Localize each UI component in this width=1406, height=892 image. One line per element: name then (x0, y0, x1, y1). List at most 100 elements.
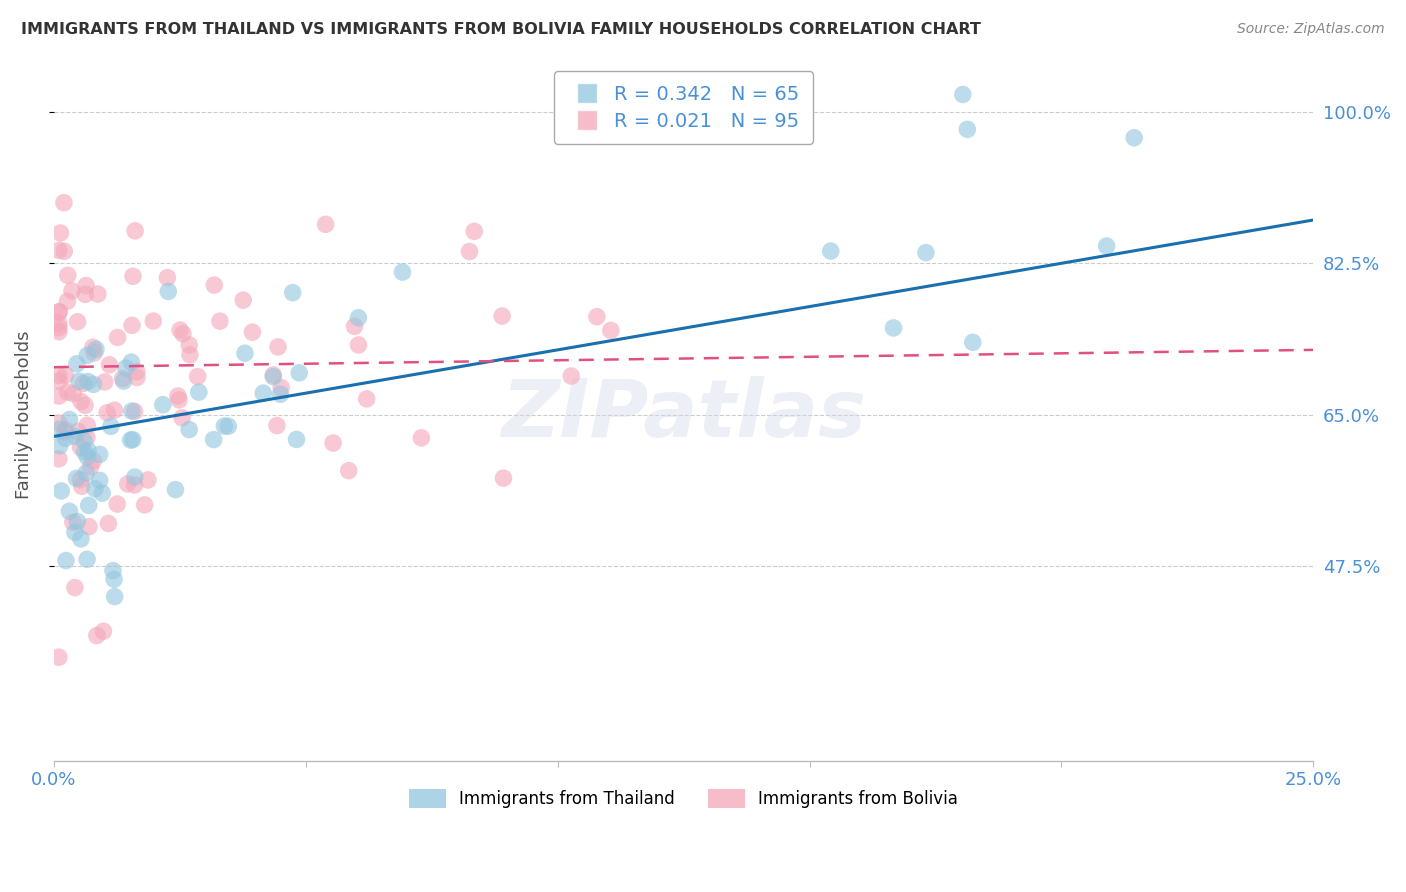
Point (48, 368, 70, 383)
Point (281, 285, 304, 300)
Point (121, 404, 143, 418)
Point (98, 358, 121, 372)
Point (75, 278, 97, 293)
Point (112, 374, 135, 388)
Point (69, 473, 91, 487)
Point (270, 381, 292, 395)
Point (915, 245, 938, 260)
Point (56, 294, 79, 309)
Point (62, 516, 84, 530)
Point (214, 419, 236, 434)
Point (84, 343, 107, 357)
Point (356, 392, 378, 406)
Point (134, 498, 156, 512)
Point (187, 369, 209, 384)
Point (101, 564, 124, 578)
Point (202, 278, 225, 293)
Point (58, 412, 80, 426)
Point (172, 326, 194, 341)
Point (73, 434, 96, 448)
Point (269, 387, 291, 401)
Point (76, 552, 98, 566)
Point (288, 366, 311, 380)
Point (322, 436, 344, 450)
Point (76, 431, 98, 445)
Point (125, 365, 148, 379)
Point (66, 315, 89, 329)
Point (55, 423, 77, 437)
Point (48, 244, 70, 258)
Point (121, 318, 143, 333)
Point (232, 293, 254, 307)
Point (82, 340, 104, 354)
Point (86, 629, 108, 643)
Point (76, 418, 98, 433)
Point (956, 122, 979, 136)
Point (152, 398, 174, 412)
Point (952, 87, 974, 102)
Point (70, 532, 93, 546)
Point (52, 195, 75, 210)
Point (58, 504, 80, 518)
Point (208, 314, 231, 328)
Point (883, 321, 905, 335)
Point (124, 478, 146, 492)
Point (217, 419, 239, 434)
Point (100, 419, 122, 434)
Point (1123, 130, 1146, 145)
Point (107, 330, 129, 344)
Point (60, 284, 83, 298)
Point (124, 224, 146, 238)
Point (233, 346, 256, 360)
Point (315, 218, 337, 232)
Text: IMMIGRANTS FROM THAILAND VS IMMIGRANTS FROM BOLIVIA FAMILY HOUSEHOLDS CORRELATIO: IMMIGRANTS FROM THAILAND VS IMMIGRANTS F… (21, 22, 981, 37)
Point (122, 269, 145, 284)
Point (63, 525, 86, 540)
Point (62, 386, 84, 401)
Point (56, 268, 79, 283)
Point (55, 553, 77, 567)
Point (66, 515, 89, 529)
Point (104, 590, 127, 604)
Point (463, 224, 485, 238)
Point (252, 386, 274, 401)
Point (124, 404, 146, 418)
Point (84, 482, 107, 496)
Point (115, 361, 138, 376)
Point (77, 519, 100, 533)
Point (76, 348, 98, 362)
Point (83, 346, 105, 360)
Point (586, 310, 609, 324)
Point (72, 376, 94, 391)
Point (48, 374, 70, 388)
Point (121, 433, 143, 447)
Point (125, 370, 148, 384)
Point (117, 477, 139, 491)
Point (48, 304, 70, 318)
Point (69, 440, 91, 454)
Point (347, 310, 370, 325)
Point (70, 479, 93, 493)
Point (458, 244, 481, 259)
Point (49, 226, 72, 240)
Point (172, 410, 194, 425)
Point (65, 471, 87, 485)
Point (120, 433, 142, 447)
Point (242, 325, 264, 339)
Point (103, 572, 125, 586)
Point (77, 443, 100, 458)
Point (48, 325, 70, 339)
Point (142, 314, 165, 328)
Point (87, 287, 110, 301)
Point (48, 439, 70, 453)
Point (599, 323, 621, 337)
Point (82, 454, 104, 468)
Point (337, 464, 360, 478)
Point (56, 385, 79, 400)
Point (179, 348, 201, 362)
Point (82, 377, 104, 392)
Point (63, 429, 86, 443)
Point (76, 450, 98, 464)
Point (89, 447, 111, 461)
Point (267, 340, 290, 354)
